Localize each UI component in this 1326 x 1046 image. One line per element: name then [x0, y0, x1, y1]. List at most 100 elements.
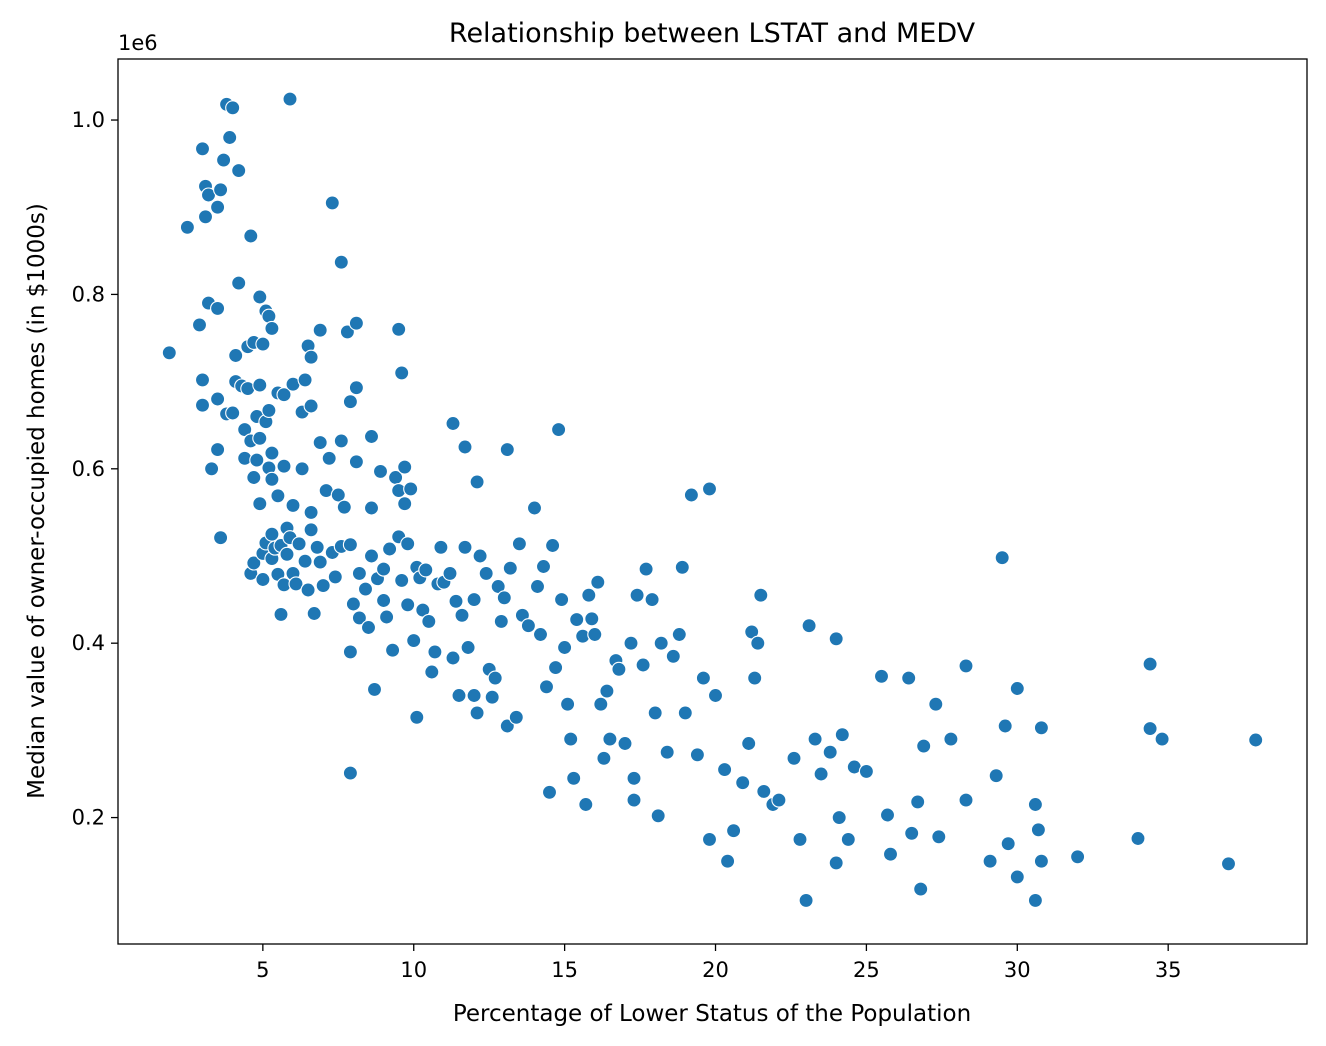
data-point — [264, 445, 280, 461]
data-point — [409, 709, 425, 725]
x-tick-label: 15 — [551, 958, 578, 982]
data-point — [913, 881, 929, 897]
data-point — [297, 553, 313, 569]
data-point — [569, 612, 585, 628]
data-point — [487, 670, 503, 686]
data-point — [469, 474, 485, 490]
y-tick-label: 0.6 — [72, 457, 105, 481]
data-point — [397, 459, 413, 475]
data-point — [750, 635, 766, 651]
x-tick-label: 10 — [400, 958, 427, 982]
data-point — [904, 825, 920, 841]
data-point — [297, 372, 313, 388]
data-point — [792, 831, 808, 847]
data-point — [348, 454, 364, 470]
data-point — [252, 430, 268, 446]
data-point — [288, 576, 304, 592]
data-point — [252, 289, 268, 305]
data-point — [312, 435, 328, 451]
data-point — [1009, 680, 1025, 697]
data-point — [548, 660, 564, 676]
data-point — [1033, 853, 1049, 869]
data-point — [194, 141, 211, 157]
data-point — [460, 639, 476, 656]
data-point — [210, 442, 226, 458]
data-point — [529, 578, 546, 595]
data-point — [1130, 830, 1146, 847]
data-point — [210, 199, 226, 215]
data-point — [753, 587, 769, 603]
data-point — [330, 487, 346, 503]
data-point — [828, 855, 844, 871]
data-point — [677, 705, 693, 721]
data-point — [653, 635, 669, 651]
data-point — [252, 496, 268, 512]
data-point — [801, 618, 817, 634]
x-tick-label: 35 — [1155, 958, 1182, 982]
data-point — [451, 687, 467, 704]
data-point — [593, 696, 609, 712]
data-point — [493, 613, 509, 629]
data-point — [394, 572, 410, 588]
x-tick-label: 20 — [702, 958, 729, 982]
data-point — [665, 648, 681, 664]
data-point — [309, 539, 325, 555]
data-point — [798, 892, 814, 908]
data-point — [327, 569, 343, 585]
data-point — [828, 631, 844, 647]
data-point — [342, 644, 358, 660]
data-point — [391, 321, 407, 337]
data-point — [747, 670, 763, 686]
data-point — [363, 548, 380, 564]
data-point — [303, 522, 319, 538]
data-point — [532, 626, 549, 643]
data-point — [1070, 849, 1086, 865]
data-point — [741, 735, 757, 752]
data-point — [901, 670, 917, 686]
data-point — [351, 565, 367, 581]
data-point — [499, 442, 515, 458]
data-point — [351, 610, 367, 626]
data-point — [161, 345, 177, 361]
data-point — [596, 750, 612, 766]
data-point — [1220, 856, 1237, 872]
data-point — [695, 670, 711, 686]
data-point — [988, 768, 1004, 784]
data-points — [161, 91, 1264, 908]
data-point — [276, 387, 292, 403]
data-point — [442, 565, 458, 581]
data-point — [294, 461, 310, 477]
data-point — [191, 317, 208, 333]
data-point — [342, 765, 358, 781]
data-point — [306, 605, 322, 622]
data-point — [291, 536, 307, 552]
data-point — [834, 727, 850, 743]
data-point — [502, 560, 518, 576]
data-point — [213, 530, 229, 546]
y-axis-offset-label: 1e6 — [118, 31, 158, 55]
data-point — [264, 471, 280, 487]
data-point — [638, 561, 654, 577]
data-point — [385, 642, 401, 658]
data-point — [243, 228, 259, 244]
y-tick-label: 1.0 — [72, 108, 105, 132]
data-point — [400, 536, 416, 552]
data-point — [427, 644, 443, 660]
data-point — [581, 587, 597, 603]
data-point — [683, 487, 699, 503]
data-point — [822, 744, 838, 760]
data-point — [445, 650, 461, 666]
data-point — [448, 593, 464, 609]
data-point — [376, 592, 392, 609]
data-point — [720, 853, 736, 869]
data-point — [246, 555, 262, 571]
data-point — [560, 696, 576, 712]
x-axis-label: Percentage of Lower Status of the Popula… — [453, 1001, 971, 1027]
data-point — [197, 209, 214, 225]
data-point — [394, 365, 410, 381]
data-point — [674, 559, 690, 575]
data-point — [873, 668, 890, 684]
data-point — [255, 571, 271, 588]
data-point — [786, 750, 802, 766]
data-point — [626, 792, 642, 808]
